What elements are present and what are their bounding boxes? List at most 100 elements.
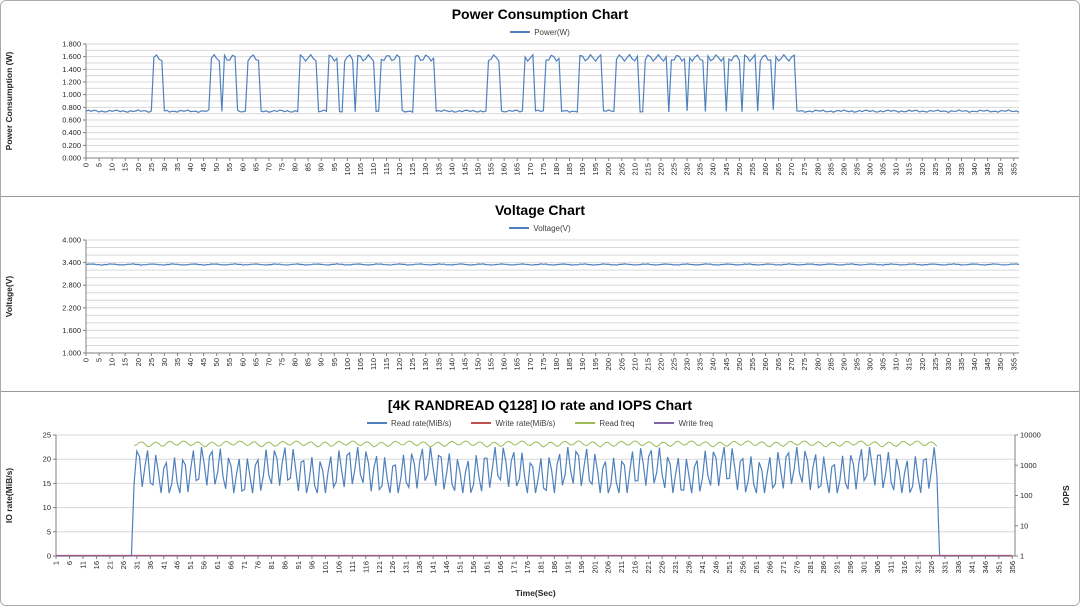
svg-text:250: 250 — [735, 163, 744, 176]
svg-text:335: 335 — [957, 358, 966, 371]
svg-text:20: 20 — [43, 455, 51, 464]
svg-text:276: 276 — [792, 561, 801, 574]
svg-text:320: 320 — [918, 163, 927, 176]
svg-text:270: 270 — [787, 358, 796, 371]
svg-text:310: 310 — [892, 163, 901, 176]
svg-text:290: 290 — [839, 163, 848, 176]
svg-text:250: 250 — [735, 358, 744, 371]
svg-text:170: 170 — [526, 358, 535, 371]
svg-text:125: 125 — [408, 163, 417, 176]
svg-text:245: 245 — [722, 358, 731, 371]
svg-text:181: 181 — [536, 561, 545, 574]
svg-text:85: 85 — [304, 358, 313, 366]
legend-label-write-rate: Write rate(MiB/s) — [495, 418, 556, 428]
svg-text:36: 36 — [146, 561, 155, 569]
svg-text:IOPS: IOPS — [1061, 485, 1071, 506]
chart-svg-0: 0.000 0.200 0.400 0.600 0.800 1.000 1.200 1.400… — [4, 40, 1020, 176]
svg-text:66: 66 — [227, 561, 236, 569]
read-rate-series-swatch — [367, 422, 387, 424]
svg-text:190: 190 — [578, 358, 587, 371]
svg-text:320: 320 — [918, 358, 927, 371]
svg-text:350: 350 — [996, 358, 1005, 371]
svg-text:280: 280 — [813, 163, 822, 176]
svg-text:241: 241 — [698, 561, 707, 574]
svg-text:165: 165 — [513, 163, 522, 176]
svg-text:310: 310 — [892, 358, 901, 371]
svg-text:275: 275 — [800, 163, 809, 176]
svg-text:50: 50 — [212, 358, 221, 366]
svg-text:100: 100 — [1020, 491, 1033, 500]
svg-text:186: 186 — [550, 561, 559, 574]
svg-text:11: 11 — [78, 561, 87, 569]
svg-text:240: 240 — [709, 358, 718, 371]
svg-text:Power Consumption (W): Power Consumption (W) — [4, 51, 14, 150]
write-freq-series-swatch — [654, 422, 675, 424]
svg-text:176: 176 — [523, 561, 532, 574]
svg-text:255: 255 — [748, 358, 757, 371]
svg-text:161: 161 — [483, 561, 492, 574]
io-chart-panel: [4K RANDREAD Q128] IO rate and IOPS Char… — [1, 392, 1079, 605]
svg-text:16: 16 — [92, 561, 101, 569]
svg-text:166: 166 — [496, 561, 505, 574]
svg-text:120: 120 — [395, 358, 404, 371]
svg-text:171: 171 — [509, 561, 518, 574]
svg-text:290: 290 — [839, 358, 848, 371]
svg-text:65: 65 — [251, 163, 260, 171]
svg-text:155: 155 — [487, 163, 496, 176]
legend-item-read-freq: Read freq — [575, 419, 634, 428]
svg-text:336: 336 — [954, 561, 963, 574]
voltage-chart-legend: Voltage(V) — [1, 221, 1079, 235]
svg-text:156: 156 — [469, 561, 478, 574]
svg-text:10000: 10000 — [1020, 431, 1041, 440]
svg-text:0.400: 0.400 — [62, 128, 81, 137]
svg-text:80: 80 — [291, 163, 300, 171]
svg-text:0.200: 0.200 — [62, 141, 81, 150]
svg-text:0.600: 0.600 — [62, 116, 81, 125]
svg-text:286: 286 — [819, 561, 828, 574]
svg-text:331: 331 — [940, 561, 949, 574]
svg-text:0: 0 — [82, 358, 91, 362]
svg-text:180: 180 — [552, 358, 561, 371]
svg-text:325: 325 — [931, 358, 940, 371]
svg-text:300: 300 — [866, 163, 875, 176]
svg-text:55: 55 — [225, 163, 234, 171]
svg-text:280: 280 — [813, 358, 822, 371]
svg-text:41: 41 — [159, 561, 168, 569]
svg-text:26: 26 — [119, 561, 128, 569]
svg-text:141: 141 — [429, 561, 438, 574]
legend-label-read-rate: Read rate(MiB/s) — [391, 418, 452, 428]
svg-text:1000: 1000 — [1020, 461, 1037, 470]
svg-text:56: 56 — [200, 561, 209, 569]
svg-text:351: 351 — [994, 561, 1003, 574]
svg-text:215: 215 — [643, 163, 652, 176]
svg-text:120: 120 — [395, 163, 404, 176]
svg-text:75: 75 — [278, 358, 287, 366]
svg-text:355: 355 — [1009, 163, 1018, 176]
svg-text:346: 346 — [981, 561, 990, 574]
svg-text:150: 150 — [474, 163, 483, 176]
svg-text:240: 240 — [709, 163, 718, 176]
svg-text:25: 25 — [147, 358, 156, 366]
svg-text:111: 111 — [348, 561, 357, 572]
svg-text:116: 116 — [361, 561, 370, 573]
svg-text:5: 5 — [47, 527, 51, 536]
svg-text:5: 5 — [95, 163, 104, 167]
svg-text:25: 25 — [43, 431, 51, 440]
svg-text:220: 220 — [656, 358, 665, 371]
svg-text:191: 191 — [563, 561, 572, 574]
svg-text:1.400: 1.400 — [62, 65, 81, 74]
legend-item-voltage: Voltage(V) — [509, 224, 571, 233]
svg-text:15: 15 — [121, 163, 130, 171]
svg-text:185: 185 — [565, 163, 574, 176]
voltage-chart-panel: Voltage Chart Voltage(V) 1.000 1.600 2.200… — [1, 197, 1079, 392]
svg-text:200: 200 — [604, 163, 613, 176]
svg-text:115: 115 — [382, 163, 391, 175]
svg-text:275: 275 — [800, 358, 809, 371]
power-chart-legend: Power(W) — [1, 25, 1079, 39]
svg-text:295: 295 — [852, 358, 861, 371]
svg-text:270: 270 — [787, 163, 796, 176]
svg-text:235: 235 — [696, 163, 705, 176]
svg-text:4.000: 4.000 — [62, 236, 81, 245]
svg-text:126: 126 — [388, 561, 397, 574]
